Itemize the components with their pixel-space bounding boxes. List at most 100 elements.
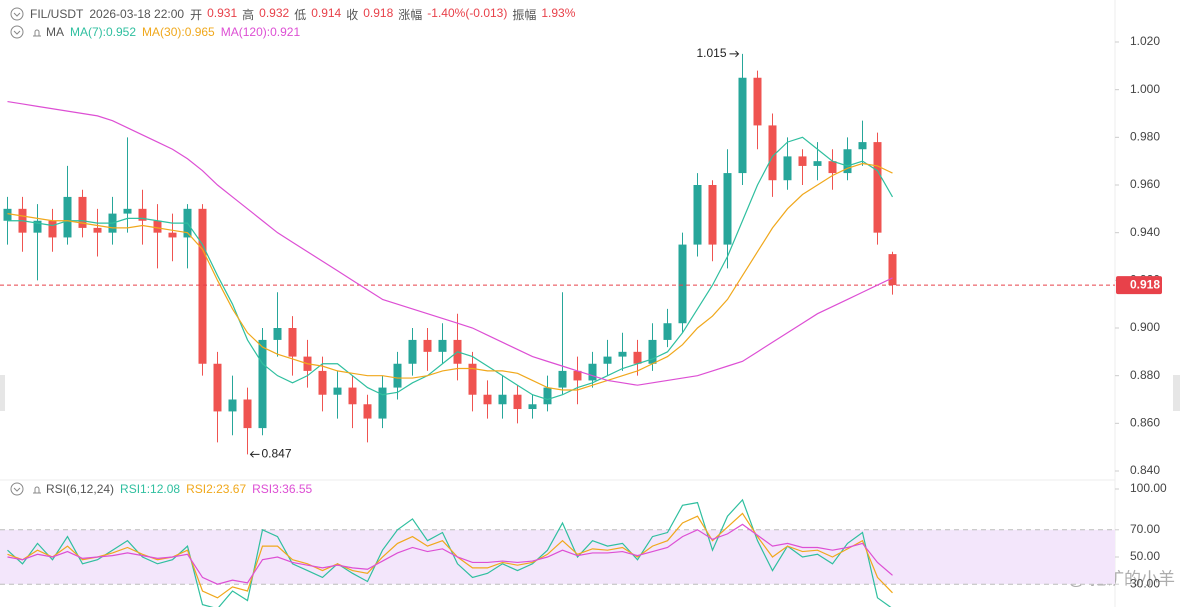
candle-body (693, 185, 702, 245)
header-row: FIL/USDT 2026-03-18 22:00 开 0.931 高 0.932 低 0… (30, 6, 575, 22)
candle-body (438, 339, 447, 352)
candle-body (723, 173, 732, 245)
stat-value: 1.93% (541, 5, 576, 20)
candle-body (348, 387, 357, 405)
max-arrow (729, 50, 740, 58)
series-line (7, 100, 893, 386)
candle-body (753, 77, 762, 126)
candle-body (168, 232, 177, 238)
y-tick-label: 0.880 (1130, 368, 1160, 382)
y-tick-label: 0.960 (1130, 177, 1160, 191)
candle-body (603, 356, 612, 364)
max-label: 1.015 (696, 46, 726, 60)
candle-body (573, 370, 582, 381)
candle-body (378, 387, 387, 419)
candle-body (318, 370, 327, 395)
candle-body (123, 208, 132, 214)
candle-body (93, 227, 102, 233)
candle-body (78, 196, 87, 228)
legend-title: RSI(6,12,24) (46, 482, 115, 496)
candle-body (138, 208, 147, 221)
y-tick-label: 70.00 (1130, 522, 1160, 536)
candle-body (633, 351, 642, 364)
y-tick-label: 0.840 (1130, 463, 1160, 477)
candle-body (738, 77, 747, 174)
series-line (7, 136, 894, 401)
candle-body (873, 142, 882, 233)
candle-body (333, 387, 342, 395)
candle-body (48, 220, 57, 238)
y-tick-label: 100.00 (1130, 481, 1167, 495)
legend-entry: MA(7):0.952 (70, 25, 137, 39)
candle-body (408, 339, 417, 364)
candle-body (228, 399, 237, 412)
y-tick-label: 50.00 (1130, 549, 1160, 563)
stat-label: 高 (242, 7, 255, 22)
candle-body (678, 244, 687, 324)
candle-body (63, 196, 72, 238)
y-tick-label: 30.00 (1130, 576, 1160, 590)
candle-body (513, 394, 522, 410)
ma-legend: MA MA(7):0.952 MA(30):0.965 MA(120):0.921 (46, 24, 300, 40)
stat-value: -1.40%(-0.013) (427, 5, 508, 20)
y-tick-label: 0.980 (1130, 130, 1160, 144)
candle-body (813, 161, 822, 166)
y-tick-label: 1.020 (1130, 34, 1160, 48)
last-price-label: 0.918 (1130, 277, 1160, 291)
candle-body (798, 156, 807, 166)
candle-body (288, 328, 297, 357)
candle-body (663, 323, 672, 340)
y-tick-label: 1.000 (1130, 82, 1160, 96)
candle-body (423, 339, 432, 352)
stat-label: 开 (190, 7, 203, 22)
stat-value: 0.932 (259, 5, 290, 20)
legend-entry: MA(120):0.921 (220, 25, 301, 39)
candle-body (543, 387, 552, 405)
scroll-handle[interactable] (0, 375, 5, 411)
candle-body (243, 399, 252, 429)
candle-body (888, 254, 897, 286)
series-line (7, 523, 893, 585)
candle-body (768, 125, 777, 181)
candle-body (588, 363, 597, 381)
candle-body (3, 208, 12, 221)
candle-body (708, 185, 717, 245)
candle-body (198, 208, 207, 364)
legend-title: MA (46, 25, 64, 39)
y-tick-label: 0.860 (1130, 416, 1160, 430)
series-line (7, 162, 893, 391)
min-arrow (249, 450, 260, 458)
stat-value: 0.931 (207, 5, 238, 20)
y-tick-label: 0.900 (1130, 320, 1160, 334)
min-label: 0.847 (262, 446, 292, 460)
candle-body (558, 370, 567, 388)
scroll-handle[interactable] (1173, 375, 1180, 411)
symbol: FIL/USDT (30, 7, 84, 21)
stat-label: 涨幅 (398, 7, 423, 22)
y-tick-label: 0.940 (1130, 225, 1160, 239)
legend-entry: MA(30):0.965 (142, 25, 215, 39)
icons (10, 7, 41, 496)
candle-body (858, 142, 867, 150)
legend-entry: RSI3:36.55 (252, 482, 313, 496)
candle-body (258, 339, 267, 429)
candle-body (153, 220, 162, 233)
candle-body (363, 404, 372, 419)
stat-value: 0.918 (363, 5, 394, 20)
candle-body (528, 404, 537, 410)
candle-body (783, 156, 792, 181)
stat-label: 收 (346, 7, 359, 22)
candle-body (828, 161, 837, 174)
candle-body (843, 149, 852, 174)
last-price-box (1116, 276, 1162, 295)
candle-body (498, 394, 507, 405)
series-line (7, 512, 893, 599)
candle-body (648, 339, 657, 364)
candle-body (468, 363, 477, 395)
legend-entry: RSI2:23.67 (186, 482, 247, 496)
candle-body (33, 220, 42, 233)
time: 2026-03-18 22:00 (89, 7, 185, 21)
candle-body (273, 328, 282, 340)
